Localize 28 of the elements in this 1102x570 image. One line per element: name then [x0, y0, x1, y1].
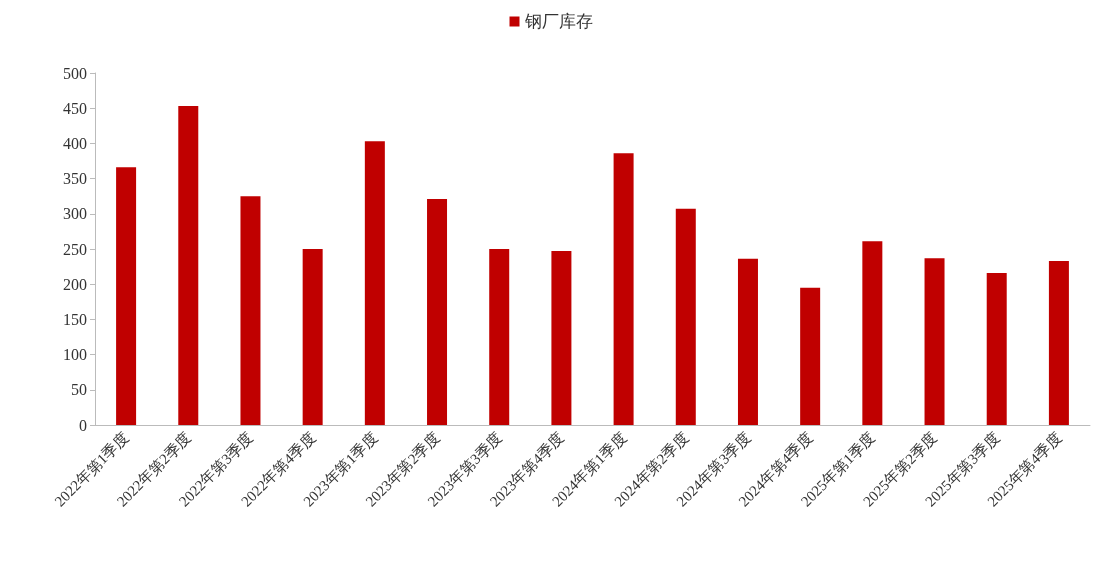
y-tick-label: 450 — [63, 99, 87, 117]
bar — [178, 106, 199, 425]
y-tick-label: 50 — [71, 381, 87, 399]
y-tick-label: 100 — [63, 346, 87, 364]
y-tick-label: 0 — [79, 416, 87, 434]
y-tick-label: 200 — [63, 275, 87, 293]
bar — [364, 141, 385, 425]
bar — [613, 153, 634, 425]
bar — [1048, 260, 1069, 425]
y-tick-label: 350 — [63, 170, 87, 188]
y-tick-label: 400 — [63, 134, 87, 152]
legend-label: 钢厂库存 — [523, 12, 593, 31]
bar — [240, 196, 261, 425]
bar — [924, 258, 945, 425]
bar — [862, 241, 883, 425]
bar — [551, 251, 572, 425]
bar — [116, 167, 137, 425]
bar — [675, 208, 696, 425]
y-tick-label: 250 — [63, 240, 87, 258]
bar — [489, 249, 510, 425]
bar — [986, 272, 1007, 425]
y-tick-label: 500 — [63, 64, 87, 82]
bar — [737, 258, 758, 425]
y-tick-label: 150 — [63, 310, 87, 328]
bar — [302, 249, 323, 425]
bar — [427, 199, 448, 425]
y-tick-label: 300 — [63, 205, 87, 223]
bar — [800, 287, 821, 425]
